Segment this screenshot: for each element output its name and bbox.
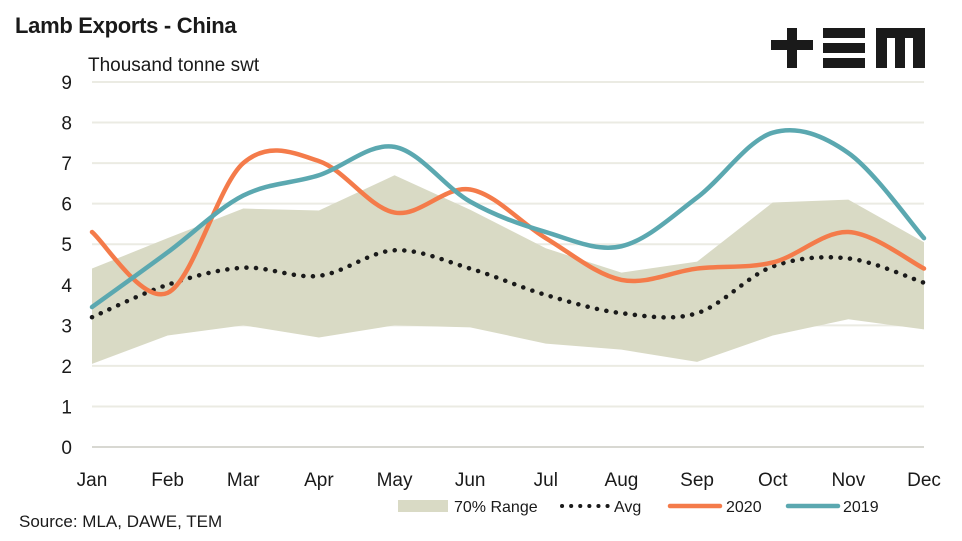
- y-axis: 0 1 2 3 4 5 6 7 8 9: [61, 73, 72, 459]
- series-line-avg: [89, 248, 927, 320]
- y-tick-label: 2: [61, 357, 72, 378]
- range-band-layer: [92, 175, 924, 364]
- x-tick-label: Mar: [227, 470, 260, 491]
- tem-logo-icon: [771, 28, 925, 68]
- y-tick-label: 3: [61, 316, 72, 337]
- chart-title: Lamb Exports - China: [15, 13, 237, 38]
- range-band-area: [92, 175, 924, 364]
- x-tick-label: Jan: [77, 470, 108, 491]
- source-note: Source: MLA, DAWE, TEM: [19, 512, 223, 531]
- legend-label-2019: 2019: [843, 499, 879, 516]
- y-tick-label: 4: [61, 276, 72, 297]
- x-tick-label: Apr: [304, 470, 334, 491]
- series-line-2019: [89, 128, 927, 310]
- x-axis: Jan Feb Mar Apr May Jun Jul Aug Sep Oct Nov Dec: [77, 470, 941, 491]
- legend-label-2020: 2020: [726, 499, 762, 516]
- x-tick-label: Jun: [455, 470, 486, 491]
- y-tick-label: 8: [61, 114, 72, 135]
- x-tick-label: May: [377, 470, 413, 491]
- y-tick-label: 6: [61, 195, 72, 216]
- series-layer: [89, 128, 927, 320]
- x-tick-label: Dec: [907, 470, 941, 491]
- legend-label-70-range: 70% Range: [454, 499, 538, 516]
- legend: 70% Range Avg 2020 2019: [398, 499, 879, 516]
- y-tick-label: 9: [61, 73, 72, 94]
- x-tick-label: Nov: [831, 470, 865, 491]
- y-axis-unit-label: Thousand tonne swt: [88, 55, 260, 76]
- x-tick-label: Oct: [758, 470, 788, 491]
- x-tick-label: Feb: [151, 470, 184, 491]
- legend-swatch-70-range: [398, 500, 448, 512]
- legend-label-avg: Avg: [614, 499, 641, 516]
- series-line-2020: [89, 148, 927, 297]
- x-tick-label: Aug: [605, 470, 639, 491]
- x-tick-label: Sep: [680, 470, 714, 491]
- y-tick-label: 1: [61, 397, 72, 418]
- y-tick-label: 0: [61, 438, 72, 459]
- y-tick-label: 5: [61, 235, 72, 256]
- y-tick-label: 7: [61, 154, 72, 175]
- x-tick-label: Jul: [534, 470, 558, 491]
